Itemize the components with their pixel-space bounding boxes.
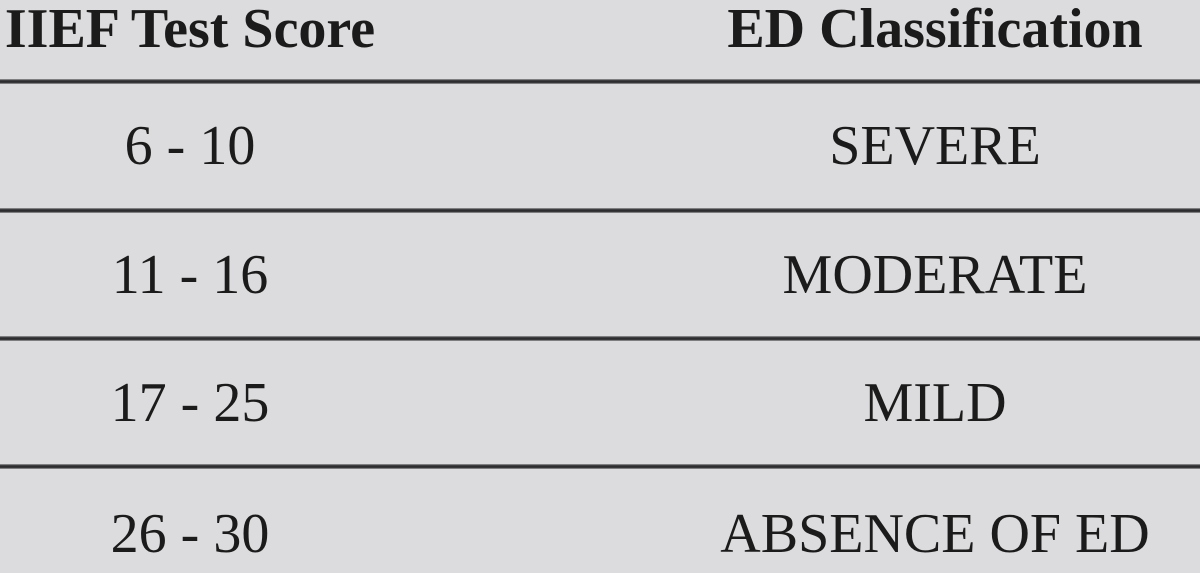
score-cell: 6 - 10 [124,115,256,177]
classification-cell: MILD [863,371,1007,434]
score-cell: 11 - 16 [111,243,269,306]
score-cell: 26 - 30 [110,503,270,565]
classification-cell: ABSENCE OF ED [720,503,1150,565]
column-header-classification: ED Classification [727,0,1143,60]
score-cell: 17 - 25 [110,371,270,434]
table-row: 26 - 30 ABSENCE OF ED [0,469,1200,573]
classification-cell: MODERATE [782,243,1088,306]
table-row: 17 - 25 MILD [0,341,1200,464]
classification-cell: SEVERE [829,115,1041,177]
table-row: 6 - 10 SEVERE [0,84,1200,208]
row-rule [0,336,1200,341]
table-row: 11 - 16 MODERATE [0,213,1200,336]
column-header-score: IIEF Test Score [4,0,376,60]
header-rule [0,79,1200,84]
row-rule [0,208,1200,213]
row-rule [0,464,1200,469]
table-header-row: IIEF Test Score ED Classification [0,0,1200,79]
